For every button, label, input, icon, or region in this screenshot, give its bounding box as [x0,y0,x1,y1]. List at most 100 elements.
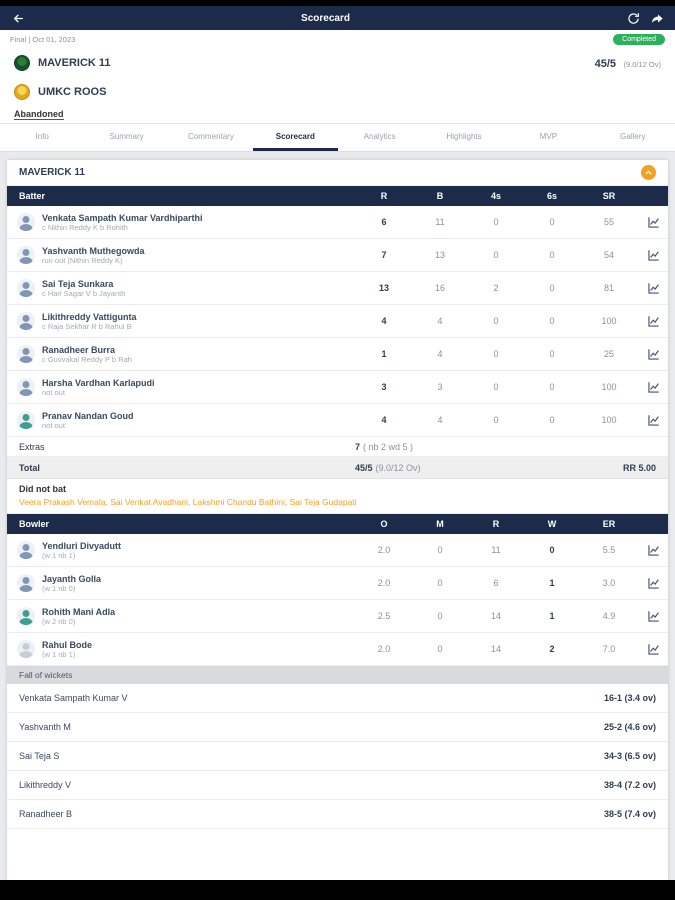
batter-row[interactable]: Pranav Nandan Goud not out 4 4 0 0 100 [7,404,668,437]
batter-row[interactable]: Venkata Sampath Kumar Vardhiparthi c Nit… [7,206,668,239]
chart-icon[interactable] [638,249,668,262]
stat-runs: 13 [378,283,389,293]
batter-name: Harsha Vardhan Karlapudi [42,377,155,388]
chart-icon[interactable] [638,348,668,361]
chart-icon[interactable] [638,282,668,295]
stat-fours: 0 [493,316,499,326]
batter-row[interactable]: Ranadheer Burra c Guvvakal Reddy P b Rah… [7,338,668,371]
chart-icon[interactable] [638,315,668,328]
tab-commentary[interactable]: Commentary [188,131,234,141]
col-fours: 4s [490,191,501,201]
batter-row[interactable]: Likithreddy Vattigunta c Raja Sekhar R b… [7,305,668,338]
fow-row: Likithreddy V 38-4 (7.2 ov) [7,771,668,800]
chart-icon[interactable] [638,414,668,427]
batter-name: Sai Teja Sunkara [42,278,114,289]
player-text: Likithreddy Vattigunta c Raja Sekhar R b… [42,312,137,331]
tab-bar: Info Summary Commentary Scorecard Analyt… [0,124,675,152]
batter-row[interactable]: Yashvanth Muthegowda run out (Nithin Red… [7,239,668,272]
stat-sr: 100 [601,415,617,425]
team1-overs: (9.0/12 Ov) [623,60,661,69]
bowler-row[interactable]: Jayanth Golla (w 1 nb 0) 2.0 0 6 1 3.0 [7,567,668,600]
fow-batter-name: Ranadheer B [19,809,73,819]
stat-sr: 54 [603,250,614,260]
player-cell: Likithreddy Vattigunta c Raja Sekhar R b… [7,312,356,331]
stat-runs-conceded: 6 [493,578,499,588]
player-avatar-icon [17,607,35,625]
stat-sr: 81 [603,283,614,293]
batter-name: Yashvanth Muthegowda [42,245,145,256]
batter-dismissal: run out (Nithin Reddy K) [42,255,123,265]
player-text: Rahul Bode (w 1 nb 1) [42,640,92,659]
player-cell: Sai Teja Sunkara c Hari Sagar V b Jayant… [7,279,356,298]
chart-icon[interactable] [638,544,668,557]
innings-team-name: MAVERICK 11 [19,167,85,178]
stat-fours: 0 [493,349,499,359]
chart-icon[interactable] [638,577,668,590]
fow-score: 34-3 (6.5 ov) [603,751,656,761]
extras-row: Extras 7( nb 2 wd 5 ) [7,437,668,457]
bowler-row[interactable]: Rohith Mani Adla (w 2 nb 0) 2.5 0 14 1 4… [7,600,668,633]
player-avatar-icon [17,574,35,592]
app-header: Scorecard [0,6,675,30]
batter-dismissal: not out [42,420,65,430]
bowler-row[interactable]: Yendluri Divyadutt (w 1 nb 1) 2.0 0 11 0… [7,534,668,567]
stat-balls: 4 [437,316,443,326]
stat-overs: 2.0 [377,545,391,555]
innings-header[interactable]: MAVERICK 11 [7,160,668,186]
tab-gallery[interactable]: Gallery [620,131,646,141]
stat-economy: 4.9 [602,611,616,621]
batter-row[interactable]: Sai Teja Sunkara c Hari Sagar V b Jayant… [7,272,668,305]
tab-scorecard[interactable]: Scorecard [253,124,338,151]
stat-fours: 2 [493,283,499,293]
header-actions [623,8,667,28]
tab-analytics[interactable]: Analytics [363,131,396,141]
fow-batter-name: Likithreddy V [19,780,72,790]
fow-score: 16-1 (3.4 ov) [603,693,656,703]
player-text: Yashvanth Muthegowda run out (Nithin Red… [42,246,145,265]
bowler-row[interactable]: Rahul Bode (w 1 nb 1) 2.0 0 14 2 7.0 [7,633,668,666]
stat-balls: 3 [437,382,443,392]
batter-row[interactable]: Harsha Vardhan Karlapudi not out 3 3 0 0… [7,371,668,404]
stat-sixes: 0 [549,217,555,227]
stat-sixes: 0 [549,250,555,260]
refresh-icon[interactable] [623,8,643,28]
chart-icon[interactable] [638,643,668,656]
bowler-name: Jayanth Golla [42,573,102,584]
bowler-extras: (w 2 nb 0) [42,616,76,626]
stat-overs: 2.0 [377,578,391,588]
stat-fours: 0 [493,382,499,392]
player-cell: Venkata Sampath Kumar Vardhiparthi c Nit… [7,213,356,232]
team1-score: 45/5 (9.0/12 Ov) [595,54,661,72]
batting-header-row: Batter R B 4s 6s SR [7,186,668,206]
chart-icon[interactable] [638,216,668,229]
fow-batter-name: Yashvanth M [19,722,71,732]
tab-mvp[interactable]: MVP [539,131,558,141]
chart-icon[interactable] [638,610,668,623]
player-avatar-icon [17,279,35,297]
team1-score-main: 45/5 [594,58,617,70]
stat-runs: 4 [381,316,387,326]
player-text: Rohith Mani Adla (w 2 nb 0) [42,607,115,626]
chart-icon[interactable] [638,381,668,394]
back-button[interactable] [8,8,28,28]
total-value: 45/5 (9.0/12 Ov) [355,463,421,473]
stat-sixes: 0 [549,349,555,359]
tab-summary[interactable]: Summary [109,131,144,141]
player-avatar-icon [17,541,35,559]
stat-balls: 11 [435,217,445,227]
col-runs: R [380,191,388,201]
collapse-button[interactable] [641,165,656,180]
scorecard-card: MAVERICK 11 Batter R B 4s 6s SR Venkata … [7,160,668,880]
match-status-bar: Final | Oct 01, 2023 Completed [0,30,675,48]
match-status-text: Final | Oct 01, 2023 [10,34,76,44]
player-cell: Ranadheer Burra c Guvvakal Reddy P b Rah [7,345,356,364]
player-text: Pranav Nandan Goud not out [42,411,134,430]
tab-highlights[interactable]: Highlights [446,131,482,141]
stat-sixes: 0 [549,316,555,326]
tab-info[interactable]: Info [35,131,49,141]
fall-of-wickets-title: Fall of wickets [19,670,73,680]
match-summary: Final | Oct 01, 2023 Completed MAVERICK … [0,30,675,124]
stat-runs: 3 [381,382,387,392]
share-icon[interactable] [647,8,667,28]
player-cell: Harsha Vardhan Karlapudi not out [7,378,356,397]
